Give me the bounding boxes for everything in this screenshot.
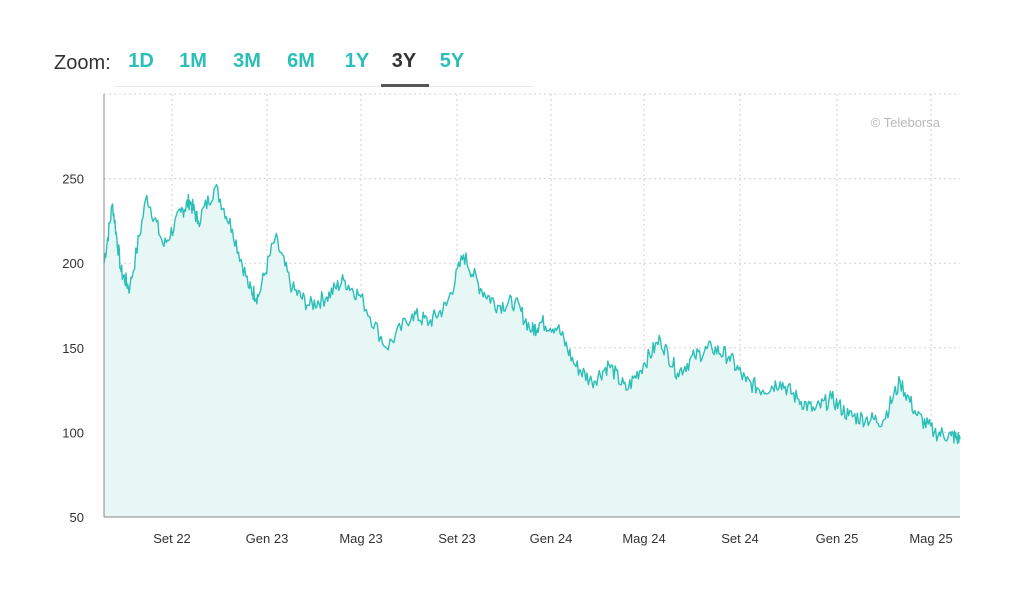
zoom-1m-button[interactable]: 1M [179, 50, 207, 72]
y-tick-label: 50 [70, 510, 84, 525]
zoom-6m-button[interactable]: 6M [287, 50, 315, 72]
y-tick-label: 150 [62, 341, 84, 356]
series-group [103, 183, 961, 517]
zoom-1d-button[interactable]: 1D [128, 50, 154, 72]
y-tick-label: 250 [62, 172, 84, 187]
y-tick-label: 200 [62, 256, 84, 271]
zoom-active-underline [381, 84, 429, 87]
chart-watermark: © Teleborsa [871, 115, 941, 130]
zoom-3m-button[interactable]: 3M [233, 50, 261, 72]
zoom-bar: Zoom: 1D 1M 3M 6M 1Y 3Y 5Y [54, 48, 534, 88]
x-tick-label: Gen 23 [246, 531, 289, 546]
x-tick-label: Set 23 [438, 531, 476, 546]
x-tick-label: Mag 24 [622, 531, 665, 546]
x-tick-label: Gen 24 [530, 531, 573, 546]
series-area [104, 184, 960, 517]
zoom-label: Zoom: [54, 52, 111, 74]
chart-axes: 50 100 150 200 250 Set 22 Gen 23 Mag 23 Set 23 Ge… [62, 94, 960, 546]
x-tick-label: Set 24 [721, 531, 759, 546]
x-tick-label: Set 22 [153, 531, 191, 546]
x-tick-label: Gen 25 [816, 531, 859, 546]
x-tick-label: Mag 23 [339, 531, 382, 546]
y-tick-label: 100 [62, 425, 84, 440]
zoom-3y-button[interactable]: 3Y [391, 50, 417, 72]
x-tick-label: Mag 25 [909, 531, 952, 546]
zoom-5y-button[interactable]: 5Y [439, 50, 465, 72]
zoom-1y-button[interactable]: 1Y [344, 50, 370, 72]
zoom-underline-track [114, 86, 534, 87]
series-line [103, 183, 961, 445]
